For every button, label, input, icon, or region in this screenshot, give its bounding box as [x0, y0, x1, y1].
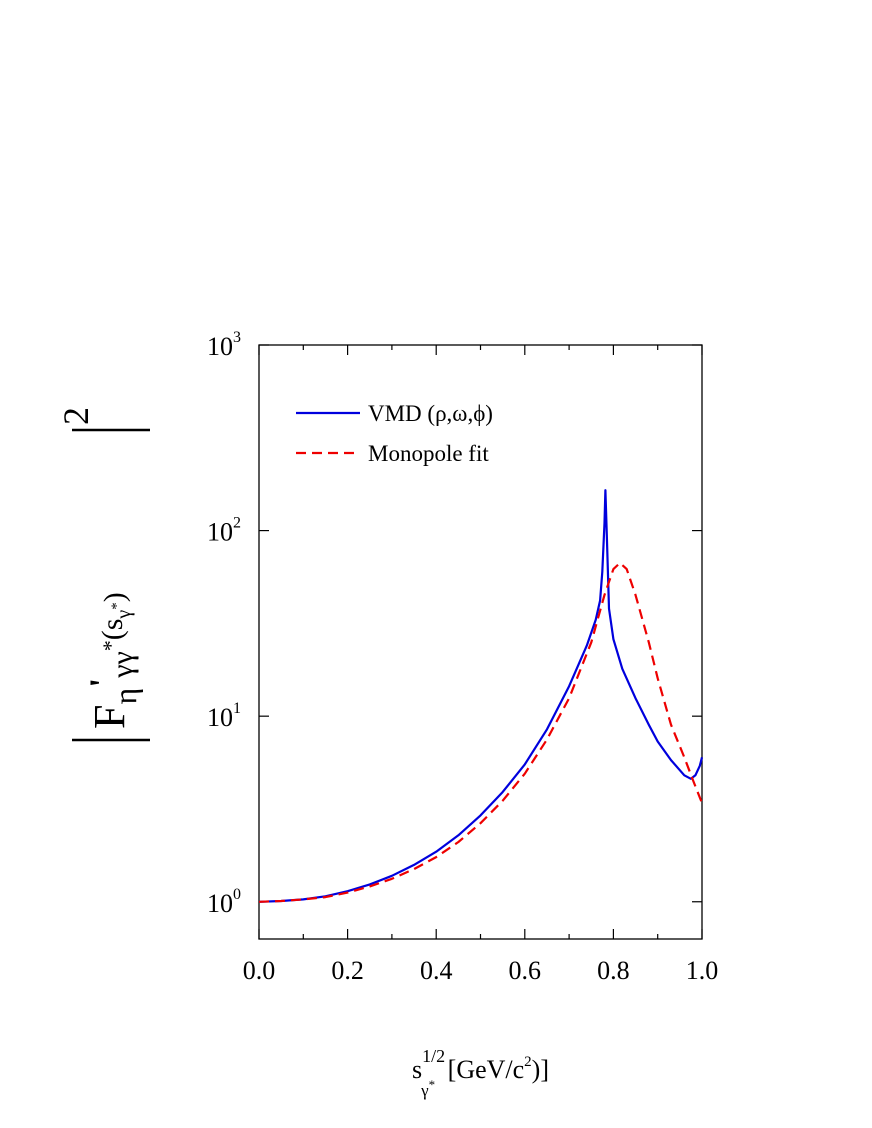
svg-text:Fη'γγ*(sγ*): Fη'γγ*(sγ*) — [82, 592, 143, 729]
y-tick-label: 102 — [207, 515, 241, 547]
x-tick-label: 0.6 — [509, 956, 542, 985]
y-tick-label: 100 — [207, 886, 241, 918]
legend-label-vmd: VMD (ρ,ω,ϕ) — [368, 401, 493, 426]
series-monopole-line — [258, 561, 704, 903]
y-tick-label: 103 — [207, 329, 241, 361]
y-axis-label-power: 2 — [56, 407, 96, 425]
legend-label-monopole: Monopole fit — [368, 441, 489, 466]
series-vmd-line — [258, 489, 704, 903]
tick-marks — [258, 344, 703, 939]
legend: VMD (ρ,ω,ϕ) Monopole fit — [296, 401, 493, 466]
y-axis-label: Fη'γγ*(sγ*) 2 — [56, 407, 150, 742]
x-axis-label: s1/2 γ* [GeV/c2)] — [412, 1046, 549, 1100]
x-tick-label: 0.8 — [597, 956, 630, 985]
x-tick-labels: 0.0 0.2 0.4 0.6 0.8 1.0 — [243, 956, 719, 985]
x-tick-label: 0.0 — [243, 956, 276, 985]
x-tick-label: 1.0 — [686, 956, 719, 985]
x-tick-label: 0.4 — [420, 956, 453, 985]
series-layer — [258, 489, 704, 903]
y-tick-label: 101 — [207, 700, 241, 732]
x-tick-label: 0.2 — [331, 956, 364, 985]
y-tick-labels: 100 101 102 103 — [207, 329, 241, 918]
plot-frame — [258, 344, 703, 940]
